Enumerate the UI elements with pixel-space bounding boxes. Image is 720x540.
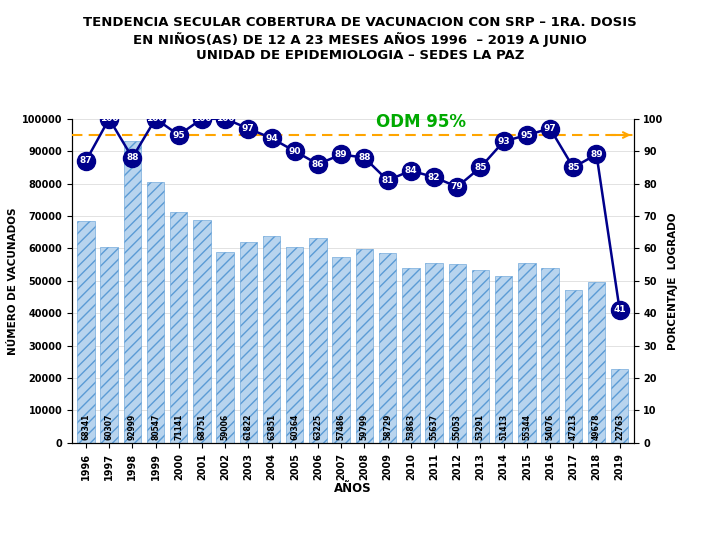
Text: 95: 95 [521, 131, 534, 139]
Text: 63225: 63225 [313, 414, 323, 440]
Text: 41: 41 [613, 306, 626, 314]
Text: 100: 100 [146, 114, 165, 123]
Text: 82: 82 [428, 173, 440, 181]
Text: 58729: 58729 [383, 414, 392, 440]
Y-axis label: PORCENTAJE  LOGRADO: PORCENTAJE LOGRADO [667, 212, 678, 349]
Text: 59006: 59006 [220, 414, 230, 440]
Text: TENDENCIA SECULAR COBERTURA DE VACUNACION CON SRP – 1RA. DOSIS
EN NIÑOS(AS) DE 1: TENDENCIA SECULAR COBERTURA DE VACUNACIO… [83, 16, 637, 62]
Text: 49678: 49678 [592, 414, 601, 440]
Text: 60364: 60364 [290, 414, 300, 440]
Text: 88: 88 [126, 153, 138, 162]
Bar [472, 270, 489, 443]
Bar [356, 249, 373, 443]
Text: 93: 93 [498, 137, 510, 146]
Text: 90: 90 [289, 147, 301, 156]
Text: 89: 89 [590, 150, 603, 159]
Bar [193, 220, 211, 443]
Text: 95: 95 [172, 131, 185, 139]
Text: 63851: 63851 [267, 414, 276, 440]
Text: 88: 88 [358, 153, 371, 162]
Text: 84: 84 [405, 166, 417, 175]
Bar [541, 268, 559, 443]
Bar [518, 264, 536, 443]
Bar [77, 221, 94, 443]
Text: 55637: 55637 [430, 414, 438, 440]
Bar [426, 262, 443, 443]
Bar [147, 182, 164, 443]
Text: 71141: 71141 [174, 414, 184, 440]
Bar [588, 282, 606, 443]
Bar [402, 268, 420, 443]
Bar [449, 265, 466, 443]
Y-axis label: NÚMERO DE VACUNADOS: NÚMERO DE VACUNADOS [8, 207, 17, 355]
Bar [286, 247, 304, 443]
Text: 80547: 80547 [151, 414, 160, 440]
Text: 59799: 59799 [360, 414, 369, 440]
Text: 81: 81 [382, 176, 394, 185]
Text: 22763: 22763 [615, 414, 624, 440]
Bar [310, 238, 327, 443]
Text: 51413: 51413 [499, 414, 508, 440]
Text: 55344: 55344 [522, 414, 531, 440]
Text: 57486: 57486 [337, 414, 346, 440]
Text: 100: 100 [193, 114, 211, 123]
Text: 68341: 68341 [81, 414, 91, 440]
Text: 92999: 92999 [128, 414, 137, 440]
Text: 47213: 47213 [569, 414, 577, 440]
Text: 60307: 60307 [104, 414, 114, 440]
Text: 53291: 53291 [476, 414, 485, 440]
X-axis label: AÑOS: AÑOS [334, 482, 372, 495]
Text: 89: 89 [335, 150, 348, 159]
Bar [564, 290, 582, 443]
Text: 100: 100 [100, 114, 118, 123]
Text: 86: 86 [312, 160, 324, 168]
Text: 94: 94 [265, 134, 278, 143]
Bar [333, 256, 350, 443]
Bar [240, 242, 257, 443]
Text: ODM 95%: ODM 95% [376, 113, 466, 131]
Bar [100, 247, 118, 443]
Text: 55053: 55053 [453, 414, 462, 440]
Text: 87: 87 [80, 157, 92, 165]
Text: 97: 97 [544, 124, 557, 133]
Bar [379, 253, 396, 443]
Bar [495, 276, 513, 443]
Text: 53863: 53863 [406, 414, 415, 440]
Bar [170, 212, 187, 443]
Text: 54076: 54076 [546, 414, 554, 440]
Text: 97: 97 [242, 124, 255, 133]
Text: 61822: 61822 [244, 414, 253, 440]
Text: 79: 79 [451, 183, 464, 191]
Bar [217, 252, 234, 443]
Text: 100: 100 [216, 114, 235, 123]
Bar [263, 236, 280, 443]
Bar [611, 369, 629, 443]
Text: 68751: 68751 [197, 414, 207, 440]
Text: 85: 85 [567, 163, 580, 172]
Text: 85: 85 [474, 163, 487, 172]
Bar [124, 141, 141, 443]
